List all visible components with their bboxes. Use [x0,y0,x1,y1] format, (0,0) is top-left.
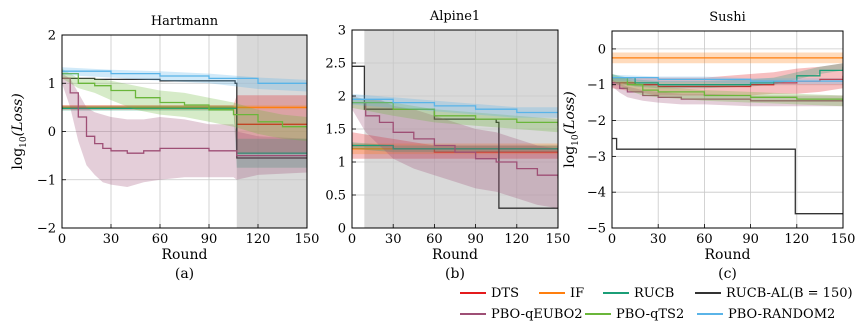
x-tick-label: 120 [784,232,809,247]
panel-caption: (a) [175,266,194,282]
band-pbo-qts2 [352,97,558,133]
plot-frame [611,30,844,229]
y-tick-label: −1 [37,173,56,188]
series-rucb [612,66,843,86]
panel-caption: (c) [718,266,737,282]
x-tick-label: 120 [246,232,271,247]
y-tick-label: −2 [37,222,56,237]
y-tick-label: −3 [587,150,606,165]
y-axis-label: log10(Loss) [562,91,581,167]
legend-label: PBO-RANDOM2 [728,307,835,322]
legend-item-pbo-qts2: PBO-qTS2 [585,307,684,322]
legend-item-pbo-random2: PBO-RANDOM2 [697,307,835,322]
legend-label: DTS [491,286,519,301]
band-rucb [612,63,843,89]
legend-label: PBO-qEUBO2 [491,307,583,322]
y-tick-label: −1 [587,78,606,93]
series-rucb [352,144,558,150]
y-tick-label: 0 [338,222,346,237]
series-pbo-random2 [352,98,558,114]
series-pbo-random2 [62,70,307,86]
chart-title: Hartmann [151,14,219,29]
band-pbo-qeubo2 [62,73,307,187]
legend-label: IF [570,286,584,301]
series-rucb-al-b-150 [352,65,558,209]
y-tick-label: −5 [587,222,606,237]
x-axis-label: Round [705,247,751,263]
y-tick-label: 0 [598,42,606,57]
x-tick-label: 90 [467,232,484,247]
chart-panel-hartmann: 0 30 60 90 120 150 −2 −1 0 1 2 Hartmann Round (a) log1… [10,14,319,282]
series-rucb-al-b-150 [612,137,843,215]
series-pbo-random2 [612,76,843,82]
legend-label: PBO-qTS2 [616,307,684,322]
x-tick-label: 0 [608,232,616,247]
y-tick-label: 0 [48,125,56,140]
series-pbo-qeubo2 [62,77,307,157]
band-pbo-qts2 [612,74,843,107]
x-tick-label: 60 [696,232,713,247]
series-pbo-qeubo2 [612,82,843,102]
x-tick-label: 120 [504,232,529,247]
x-tick-label: 30 [103,232,120,247]
x-tick-label: 0 [58,232,66,247]
series-pbo-qts2 [352,101,558,126]
series-pbo-qts2 [612,76,843,101]
series-rucb-al-b-150 [62,77,307,159]
x-tick-label: 30 [385,232,402,247]
legend-label: RUCB-AL(B = 150) [726,286,853,301]
x-tick-label: 60 [426,232,443,247]
y-tick-label: 1.5 [325,123,346,138]
series-dts [612,75,843,88]
x-tick-label: 0 [348,232,356,247]
y-tick-label: 3 [338,24,346,39]
y-tick-label: 1 [338,156,346,171]
x-tick-label: 150 [295,232,320,247]
series-pbo-qeubo2 [352,101,558,179]
legend-item-rucb: RUCB [603,286,674,301]
x-tick-label: 150 [831,232,856,247]
y-tick-label: −2 [587,114,606,129]
chart-title: Alpine1 [429,9,480,24]
y-tick-label: 2.5 [325,57,346,72]
x-tick-label: 90 [201,232,218,247]
x-axis-label: Round [162,247,208,263]
x-axis-label: Round [432,247,478,263]
y-tick-label: 0.5 [325,189,346,204]
x-tick-label: 60 [152,232,169,247]
legend-label: RUCB [634,286,674,301]
panel-caption: (b) [445,266,465,282]
legend-item-dts: DTS [460,286,519,301]
band-rucb [62,105,307,168]
chart-panel-alpine1: 0 30 60 90 120 150 0 0.5 1 1.5 2 2.5 3 Alpine1 Round (b… [325,9,570,282]
y-tick-label: 2 [48,29,56,44]
legend-item-rucb-al-b-150: RUCB-AL(B = 150) [695,286,853,301]
band-dts [62,95,307,154]
x-tick-label: 90 [742,232,759,247]
legend: DTS IF RUCB RUCB-AL(B = 150) PBO-qEUBO2 PBO-q… [460,286,853,322]
x-tick-label: 30 [650,232,667,247]
band-pbo-qeubo2 [612,79,843,107]
series-pbo-qts2 [62,72,307,130]
x-tick-label: 150 [546,232,571,247]
legend-item-if: IF [539,286,584,301]
chart-title: Sushi [709,10,745,25]
y-tick-label: 2 [338,90,346,105]
y-tick-label: −4 [587,186,606,201]
y-tick-label: 1 [48,77,56,92]
chart-panel-sushi: 0 30 60 90 120 150 −5 −4 −3 −2 −1 0 Sushi Round (c) log… [562,10,855,282]
legend-item-pbo-qeubo2: PBO-qEUBO2 [460,307,583,322]
y-axis-label: log10(Loss) [10,93,29,169]
